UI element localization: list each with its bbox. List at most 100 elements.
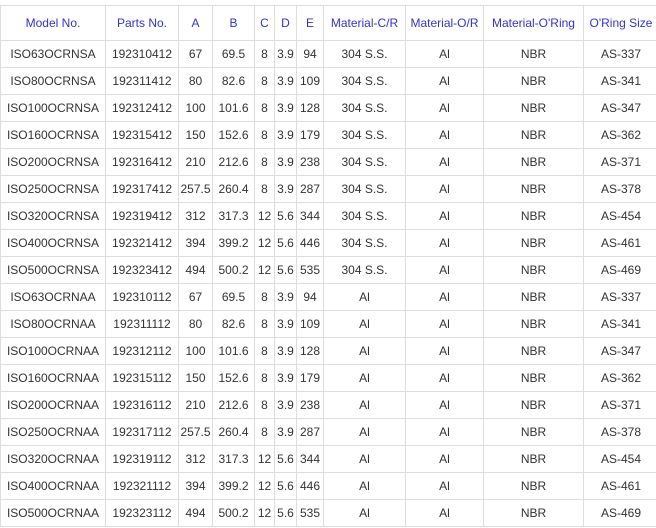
table-cell: 304 S.S.: [323, 121, 406, 149]
column-header: E: [296, 5, 324, 41]
table-cell: 3.9: [274, 283, 297, 311]
table-cell: NBR: [483, 256, 584, 284]
table-cell: 344: [296, 445, 324, 473]
table-cell: ISO320OCRNSA: [0, 202, 106, 230]
table-cell: Al: [405, 67, 484, 95]
table-cell: 8: [254, 337, 275, 365]
table-cell: AS-378: [583, 418, 656, 446]
table-cell: 8: [254, 175, 275, 203]
column-header: Material-O/R: [405, 5, 484, 41]
table-cell: ISO250OCRNAA: [0, 418, 106, 446]
table-cell: 3.9: [274, 94, 297, 122]
table-cell: Al: [405, 121, 484, 149]
table-row: ISO400OCRNSA 192321412 394 399.2 12 5.6 446 304…: [0, 229, 656, 257]
table-cell: 304 S.S.: [323, 202, 406, 230]
table-row: ISO320OCRNAA 192319112 312 317.3 12 5.6 344 Al A…: [0, 445, 656, 473]
table-cell: 192312412: [105, 94, 179, 122]
table-cell: Al: [405, 418, 484, 446]
table-cell: 109: [296, 310, 324, 338]
table-cell: Al: [405, 310, 484, 338]
table-cell: 192315112: [105, 364, 179, 392]
table-cell: 304 S.S.: [323, 67, 406, 95]
table-cell: 100: [178, 337, 213, 365]
table-cell: Al: [323, 445, 406, 473]
table-cell: Al: [405, 229, 484, 257]
table-cell: AS-337: [583, 283, 656, 311]
table-cell: NBR: [483, 283, 584, 311]
table-cell: 69.5: [212, 283, 255, 311]
table-cell: 192321412: [105, 229, 179, 257]
table-cell: 344: [296, 202, 324, 230]
table-cell: AS-469: [583, 256, 656, 284]
table-cell: ISO200OCRNAA: [0, 391, 106, 419]
table-cell: NBR: [483, 418, 584, 446]
table-cell: 12: [254, 202, 275, 230]
table-cell: 80: [178, 310, 213, 338]
table-cell: 5.6: [274, 472, 297, 500]
table-cell: 12: [254, 499, 275, 527]
table-cell: 287: [296, 418, 324, 446]
table-cell: 3.9: [274, 148, 297, 176]
table-cell: 317.3: [212, 202, 255, 230]
table-cell: ISO500OCRNAA: [0, 499, 106, 527]
table-cell: AS-461: [583, 472, 656, 500]
table-cell: 3.9: [274, 175, 297, 203]
table-row: ISO500OCRNSA 192323412 494 500.2 12 5.6 535 304…: [0, 256, 656, 284]
table-cell: 8: [254, 310, 275, 338]
table-cell: 8: [254, 418, 275, 446]
table-cell: NBR: [483, 445, 584, 473]
table-cell: Al: [323, 364, 406, 392]
table-cell: NBR: [483, 310, 584, 338]
table-cell: AS-347: [583, 337, 656, 365]
table-cell: ISO63OCRNSA: [0, 40, 106, 68]
table-cell: 287: [296, 175, 324, 203]
table-cell: 260.4: [212, 418, 255, 446]
table-cell: 210: [178, 391, 213, 419]
table-cell: 82.6: [212, 310, 255, 338]
table-cell: 257.5: [178, 175, 213, 203]
table-row: ISO80OCRNAA 192311112 80 82.6 8 3.9 109 Al Al NBR…: [0, 310, 656, 338]
table-cell: 8: [254, 121, 275, 149]
table-cell: 12: [254, 472, 275, 500]
table-cell: 94: [296, 40, 324, 68]
table-cell: Al: [405, 175, 484, 203]
table-cell: 535: [296, 256, 324, 284]
table-cell: 69.5: [212, 40, 255, 68]
table-cell: 304 S.S.: [323, 256, 406, 284]
table-cell: ISO100OCRNSA: [0, 94, 106, 122]
table-cell: ISO100OCRNAA: [0, 337, 106, 365]
table-cell: Al: [405, 472, 484, 500]
header-row: Model No. Parts No. A B C D E Material-C/R Mater…: [0, 5, 656, 41]
table-row: ISO100OCRNSA 192312412 100 101.6 8 3.9 128 304 …: [0, 94, 656, 122]
table-cell: AS-341: [583, 310, 656, 338]
table-cell: Al: [405, 94, 484, 122]
table-cell: AS-378: [583, 175, 656, 203]
table-cell: 101.6: [212, 337, 255, 365]
table-row: ISO320OCRNSA 192319412 312 317.3 12 5.6 344 304…: [0, 202, 656, 230]
table-cell: Al: [405, 391, 484, 419]
table-cell: 192321112: [105, 472, 179, 500]
table-cell: 12: [254, 229, 275, 257]
table-cell: ISO80OCRNAA: [0, 310, 106, 338]
table-cell: Al: [405, 40, 484, 68]
table-cell: 5.6: [274, 229, 297, 257]
table-cell: 179: [296, 121, 324, 149]
table-cell: 317.3: [212, 445, 255, 473]
table-cell: 500.2: [212, 499, 255, 527]
table-cell: 192310412: [105, 40, 179, 68]
table-row: ISO160OCRNSA 192315412 150 152.6 8 3.9 179 304 …: [0, 121, 656, 149]
table-cell: 82.6: [212, 67, 255, 95]
table-cell: Al: [405, 148, 484, 176]
table-cell: Al: [323, 391, 406, 419]
table-cell: NBR: [483, 337, 584, 365]
table-cell: 152.6: [212, 121, 255, 149]
table-row: ISO63OCRNAA 192310112 67 69.5 8 3.9 94 Al Al NBR A…: [0, 283, 656, 311]
column-header: Material-O'Ring: [483, 5, 584, 41]
table-cell: 192310112: [105, 283, 179, 311]
table-cell: AS-371: [583, 391, 656, 419]
table-cell: 192316112: [105, 391, 179, 419]
table-cell: 192311112: [105, 310, 179, 338]
table-cell: 446: [296, 229, 324, 257]
column-header: Material-C/R: [323, 5, 406, 41]
table-cell: 12: [254, 256, 275, 284]
